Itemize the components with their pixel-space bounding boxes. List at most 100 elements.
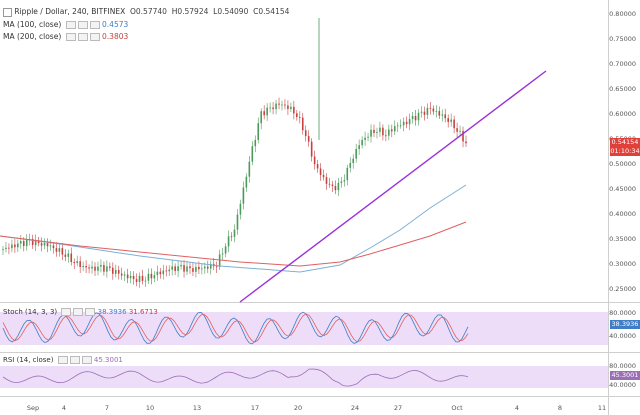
candle-body — [189, 266, 191, 269]
candle-body — [22, 241, 25, 247]
candle-body — [301, 117, 304, 131]
candle-body — [340, 181, 343, 183]
candle-body — [316, 164, 319, 169]
close-icon[interactable] — [81, 356, 92, 364]
candle-body — [352, 158, 355, 164]
close-icon[interactable] — [85, 308, 96, 316]
price-tick-label: 0.70000 — [609, 60, 636, 68]
candle-body — [123, 274, 126, 276]
candle-body — [177, 266, 179, 272]
candle-body — [251, 146, 254, 162]
candlestick-series — [2, 18, 467, 288]
candle-body — [25, 239, 28, 247]
time-tick-label: 4 — [61, 404, 67, 412]
candle-body — [248, 161, 251, 177]
candle-body — [343, 180, 346, 182]
candle-body — [198, 266, 200, 270]
candle-body — [171, 266, 173, 270]
candle-body — [46, 243, 49, 247]
collapse-icon[interactable] — [3, 7, 12, 17]
stoch-k-line — [2, 311, 469, 345]
candle-body — [43, 243, 46, 246]
candle-body — [435, 111, 438, 112]
candle-body — [61, 248, 64, 255]
candle-body — [147, 273, 150, 281]
eye-icon[interactable] — [61, 308, 72, 316]
candle-body — [245, 176, 248, 188]
candle-body — [91, 266, 93, 269]
candle-body — [174, 266, 176, 272]
ma200-line — [0, 221, 467, 267]
rsi-axis-40: 40.0000 — [609, 381, 636, 389]
close-icon[interactable] — [89, 33, 100, 41]
candle-body — [313, 156, 316, 165]
close-value: 0.54154 — [258, 7, 290, 16]
candle-body — [8, 247, 10, 249]
ma100-line — [0, 184, 467, 273]
candle-body — [168, 269, 171, 272]
stoch-k-value: 38.3936 — [97, 308, 127, 316]
candle-body — [328, 183, 331, 185]
candle-body — [453, 119, 455, 129]
ma200-label: MA (200, close) — [3, 32, 62, 41]
candle-body — [379, 127, 381, 132]
candle-body — [257, 123, 260, 140]
candle-body — [465, 141, 467, 144]
settings-icon[interactable] — [77, 33, 88, 41]
candle-body — [361, 139, 363, 146]
candle-body — [420, 111, 423, 113]
price-tick-label: 0.60000 — [609, 110, 636, 118]
price-tick-label: 0.50000 — [609, 160, 636, 168]
stoch-legend[interactable]: Stoch (14, 3, 3) 38.3936 31.6713 — [3, 308, 158, 316]
open-label: O — [130, 7, 136, 16]
candle-body — [304, 130, 307, 137]
candle-body — [201, 268, 203, 270]
candle-body — [144, 280, 147, 282]
settings-icon[interactable] — [73, 308, 84, 316]
eye-icon[interactable] — [65, 33, 76, 41]
rsi-legend[interactable]: RSI (14, close) 45.3001 — [3, 356, 123, 364]
ma200-value: 0.3803 — [102, 32, 129, 41]
candle-body — [85, 265, 87, 268]
candle-body — [391, 129, 393, 132]
trendline[interactable] — [239, 70, 547, 303]
main-pane[interactable] — [0, 0, 608, 302]
candle-body — [100, 265, 102, 267]
price-tick-label: 0.65000 — [609, 85, 636, 93]
candle-body — [275, 103, 277, 110]
ma200-legend[interactable]: MA (200, close) 0.3803 — [3, 32, 128, 41]
candle-body — [49, 245, 52, 247]
settings-icon[interactable] — [69, 356, 80, 364]
candle-body — [233, 229, 236, 237]
candle-body — [322, 174, 325, 178]
candle-body — [429, 107, 432, 109]
candle-body — [236, 214, 239, 230]
rsi-band — [0, 366, 608, 388]
candle-body — [310, 141, 313, 157]
symbol-title: Ripple / Dollar, 240, BITFINEX — [14, 7, 126, 16]
candle-body — [287, 105, 289, 109]
close-icon[interactable] — [89, 21, 100, 29]
settings-icon[interactable] — [77, 21, 88, 29]
candle-body — [281, 104, 283, 106]
candle-body — [272, 107, 274, 110]
candle-body — [70, 253, 73, 262]
ma100-legend[interactable]: MA (100, close) 0.4573 — [3, 20, 128, 29]
candle-body — [405, 121, 408, 125]
candle-body — [82, 265, 84, 268]
candle-body — [215, 266, 218, 268]
candle-body — [307, 136, 310, 142]
candle-body — [334, 186, 337, 191]
price-tick-label: 0.30000 — [609, 260, 636, 268]
candle-body — [364, 137, 366, 140]
eye-icon[interactable] — [57, 356, 68, 364]
candle-body — [221, 253, 224, 255]
eye-icon[interactable] — [65, 21, 76, 29]
time-tick-label: 20 — [293, 404, 303, 412]
candle-body — [399, 125, 402, 127]
candle-body — [293, 106, 295, 114]
candle-body — [156, 271, 159, 276]
candle-body — [414, 116, 417, 121]
candle-body — [254, 139, 257, 147]
